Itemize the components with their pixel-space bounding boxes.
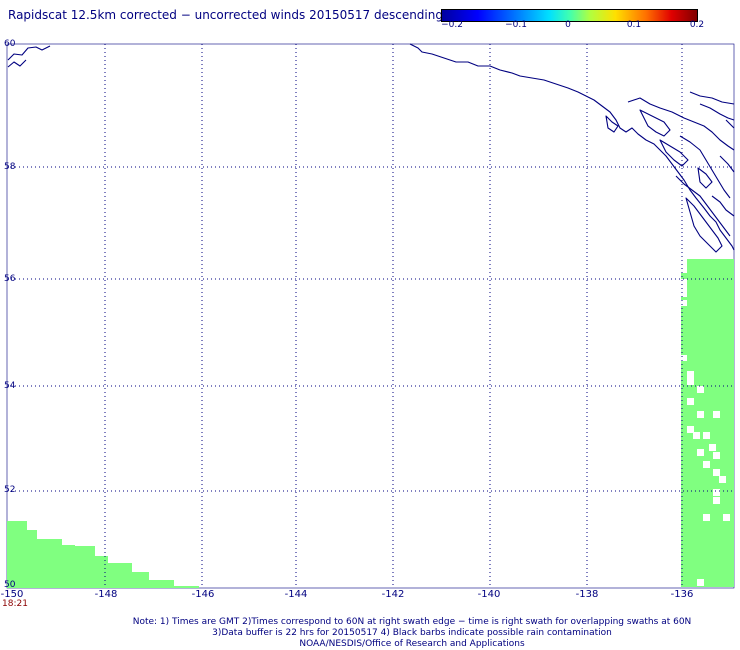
lon-label: -142 (381, 589, 405, 600)
swath-gap (681, 355, 687, 361)
note-line-2: 3)Data buffer is 22 hrs for 20150517 4) … (212, 628, 612, 638)
swath-gap (703, 461, 710, 468)
swath-layer (7, 259, 734, 588)
swath-gap (697, 386, 704, 393)
swath-cell (108, 563, 132, 588)
lat-label: 56 (4, 274, 16, 284)
swath-gap (703, 514, 710, 521)
swath-gap (681, 300, 687, 306)
swath-block (681, 259, 734, 587)
lat-label: 50 (4, 580, 16, 590)
swath-gap (713, 452, 720, 459)
colorbar-label: 0 (565, 20, 571, 30)
coastal-islands (605, 91, 735, 253)
swath-gap (687, 378, 694, 385)
note-line-1: Note: 1) Times are GMT 2)Times correspon… (132, 617, 692, 627)
lat-label: 52 (4, 485, 16, 495)
swath-cell (132, 572, 149, 588)
swath-gap (697, 579, 704, 586)
lat-label: 58 (4, 162, 16, 172)
lon-label: -148 (94, 589, 118, 600)
lon-label: -136 (670, 589, 694, 600)
alaska-coastline (7, 43, 735, 251)
swath-gap (693, 432, 700, 439)
lat-label: 54 (4, 381, 16, 391)
swath-gap (713, 411, 720, 418)
swath-gap (713, 469, 720, 476)
swath-gap (709, 444, 716, 451)
swath-time-label: 18:21 (2, 599, 28, 609)
colorbar-label: 0.2 (689, 20, 705, 30)
swath-gap (713, 497, 720, 504)
swath-gap (697, 411, 704, 418)
swath-gap (713, 489, 720, 496)
colorbar-label: −0.1 (505, 20, 527, 30)
swath-gap (687, 426, 694, 433)
lon-label: -140 (477, 589, 501, 600)
swath-cell (20, 530, 37, 588)
lon-label: -144 (284, 589, 308, 600)
grid-layer (7, 44, 734, 588)
colorbar (441, 9, 698, 22)
swath-cell (62, 545, 75, 588)
swath-gap (687, 398, 694, 405)
swath-cell (95, 556, 108, 588)
colorbar-label: 0.1 (626, 20, 642, 30)
swath-cell (75, 546, 95, 588)
swath-cell (37, 539, 62, 588)
coastline-layer (7, 43, 735, 253)
lon-label: -146 (191, 589, 215, 600)
swath-gap (687, 371, 694, 378)
colorbar-label: −0.2 (441, 20, 463, 30)
note-line-3: NOAA/NESDIS/Office of Research and Appli… (299, 639, 525, 649)
swath-gap (681, 279, 687, 297)
map-title: Rapidscat 12.5km corrected − uncorrected… (8, 8, 443, 22)
lon-label: -138 (575, 589, 599, 600)
swath-gap (681, 259, 687, 273)
swath-gap (719, 476, 726, 483)
swath-gap (703, 432, 710, 439)
swath-gap (723, 514, 730, 521)
lon-label: -150 (0, 589, 24, 600)
swath-gap (697, 449, 704, 456)
swath-cell (149, 580, 174, 588)
lat-label: 60 (4, 39, 16, 49)
map-frame (6, 43, 735, 589)
swath-cell (174, 586, 199, 588)
